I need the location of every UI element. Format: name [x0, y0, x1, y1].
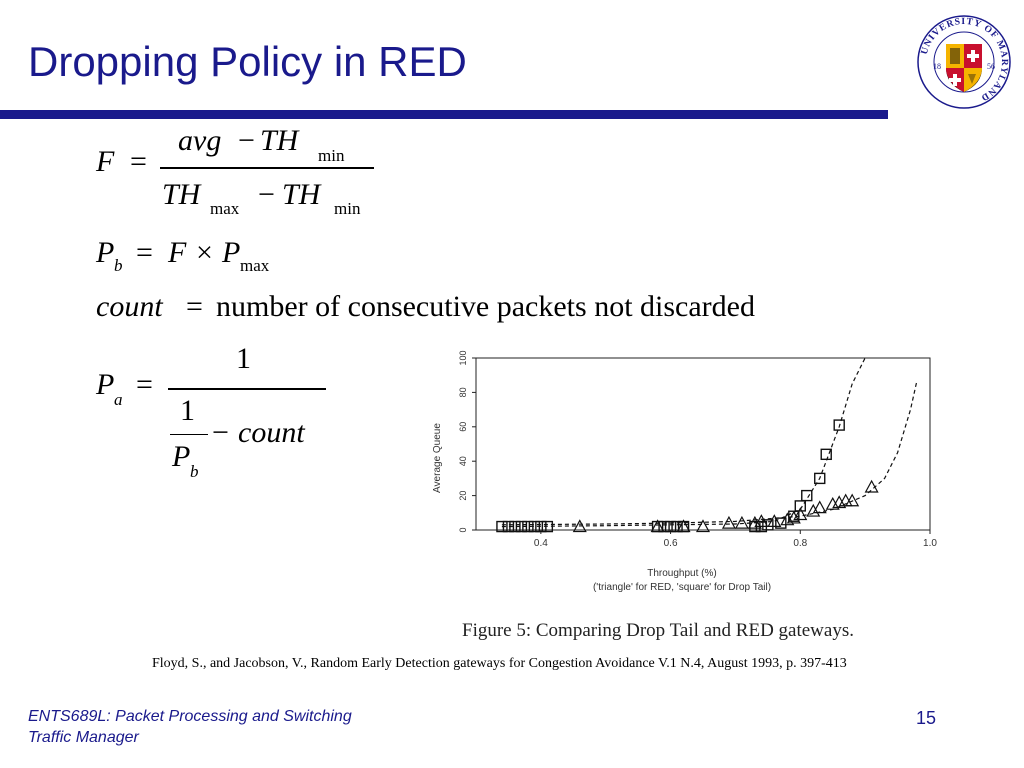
triangle-point: [736, 517, 748, 528]
throughput-vs-queue-chart: 0.4 0.6 0.8 1.0 0 20 40 60 80 100 Throughput (%)…: [420, 348, 940, 596]
footer-line-1: ENTS689L: Packet Processing and Switchin…: [28, 706, 352, 727]
y-tick-label: 20: [458, 491, 468, 501]
y-tick-label: 80: [458, 387, 468, 397]
square-series-curve: [502, 358, 865, 527]
slide-title: Dropping Policy in RED: [28, 38, 467, 86]
triangle-point: [794, 509, 806, 520]
triangle-point: [723, 517, 735, 528]
seal-year-right: 56: [987, 62, 995, 71]
triangle-point: [768, 515, 780, 526]
footer-line-2: Traffic Manager: [28, 727, 352, 748]
x-tick-label: 0.4: [534, 538, 548, 549]
page-number: 15: [916, 708, 936, 729]
x-tick-label: 1.0: [923, 538, 937, 549]
y-tick-label: 60: [458, 422, 468, 432]
y-tick-label: 100: [458, 350, 468, 365]
y-axis-label: Average Queue: [432, 423, 443, 493]
square-point: [802, 491, 812, 501]
citation: Floyd, S., and Jacobson, V., Random Earl…: [152, 656, 847, 672]
x-tick-label: 0.8: [793, 538, 807, 549]
y-tick-label: 40: [458, 456, 468, 466]
title-underline: [0, 110, 888, 119]
x-axis-label: Throughput (%): [647, 568, 716, 579]
triangle-point: [846, 495, 858, 506]
seal-year-left: 18: [933, 62, 941, 71]
university-seal-logo: UNIVERSITY OF MARYLAND 18 56: [916, 14, 1012, 110]
plot-frame: [476, 358, 930, 530]
x-tick-label: 0.6: [664, 538, 678, 549]
triangle-series-curve: [502, 380, 917, 524]
x-axis-note: ('triangle' for RED, 'square' for Drop T…: [593, 582, 771, 593]
footer-course: ENTS689L: Packet Processing and Switchin…: [28, 706, 352, 748]
figure-caption: Figure 5: Comparing Drop Tail and RED ga…: [462, 620, 854, 642]
y-tick-label: 0: [458, 527, 468, 532]
